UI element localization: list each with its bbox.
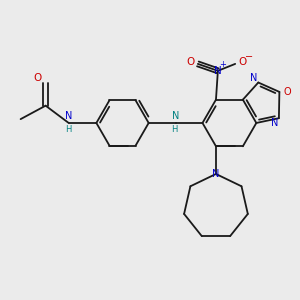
Text: N: N [172,111,179,121]
Text: O: O [34,73,42,83]
Text: N: N [65,111,72,122]
Text: O: O [186,57,194,67]
Text: H: H [172,125,178,134]
Text: −: − [244,52,253,62]
Text: N: N [212,169,220,179]
Text: O: O [283,87,291,97]
Text: N: N [214,66,222,76]
Text: O: O [239,57,247,67]
Text: N: N [271,118,278,128]
Text: H: H [65,125,72,134]
Text: N: N [250,73,257,83]
Text: +: + [219,60,226,69]
